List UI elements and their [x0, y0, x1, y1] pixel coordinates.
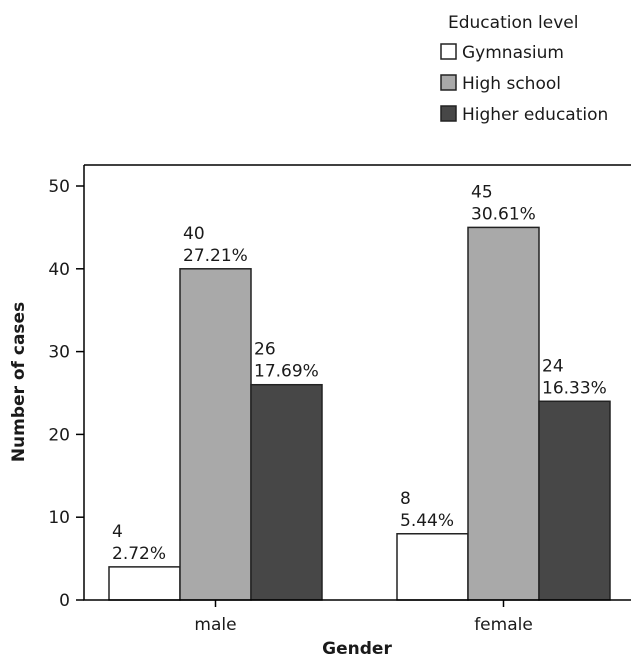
- legend-title: Education level: [448, 13, 578, 33]
- y-tick-label-40: 40: [48, 260, 70, 280]
- bars-group: [108, 226, 611, 601]
- value-label-female-2: 45: [471, 182, 493, 202]
- bar-male-2: [179, 268, 252, 601]
- y-tick-label-10: 10: [48, 508, 70, 528]
- value-label-female-1: 8: [400, 489, 411, 509]
- y-tick-label-30: 30: [48, 343, 70, 363]
- legend: Education level Gymnasium High school High…: [440, 13, 608, 125]
- bar-female-3: [538, 400, 611, 601]
- legend-swatch-3: [440, 105, 457, 122]
- percent-label-female-2: 30.61%: [471, 204, 536, 224]
- percent-label-male-1: 2.72%: [112, 544, 166, 564]
- legend-label-2: High school: [462, 74, 561, 94]
- x-axis-ticks: male female: [194, 600, 533, 635]
- legend-swatch-1: [440, 43, 457, 60]
- bar-male-3: [250, 383, 323, 601]
- percent-label-female-1: 5.44%: [400, 511, 454, 531]
- value-label-male-1: 4: [112, 522, 123, 542]
- value-label-male-2: 40: [183, 224, 205, 244]
- y-tick-label-20: 20: [48, 425, 70, 445]
- y-axis-title: Number of cases: [9, 302, 29, 462]
- x-tick-label-female: female: [474, 615, 533, 635]
- legend-label-1: Gymnasium: [462, 43, 564, 63]
- percent-label-male-2: 27.21%: [183, 246, 248, 266]
- legend-swatch-2: [440, 74, 457, 91]
- legend-label-3: Higher education: [462, 105, 608, 125]
- bar-female-1: [396, 533, 469, 601]
- y-tick-label-50: 50: [48, 177, 70, 197]
- y-tick-label-0: 0: [59, 591, 70, 611]
- y-axis-ticks: 0 10 20 30 40 50: [48, 177, 84, 611]
- bar-female-2: [467, 226, 540, 601]
- value-label-female-3: 24: [542, 356, 564, 376]
- percent-label-male-3: 17.69%: [254, 362, 319, 382]
- x-axis-title: Gender: [322, 639, 392, 659]
- bar-male-1: [108, 566, 181, 601]
- x-tick-label-male: male: [194, 615, 236, 635]
- value-label-male-3: 26: [254, 340, 276, 360]
- percent-label-female-3: 16.33%: [542, 378, 607, 398]
